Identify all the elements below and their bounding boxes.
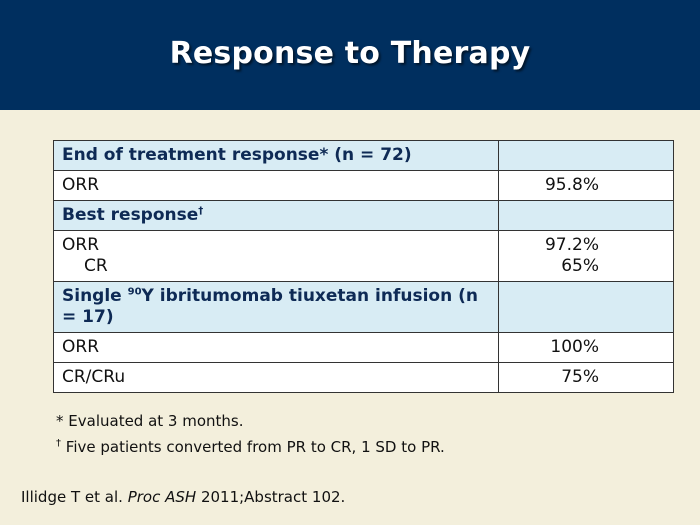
response-table: End of treatment response* (n = 72) ORR … <box>53 140 674 393</box>
row-value: 100% <box>498 332 674 363</box>
section-header-label: End of treatment response* (n = 72) <box>53 140 499 171</box>
table-row: ORR 95.8% <box>53 170 674 201</box>
section-header-value-empty <box>498 281 674 333</box>
row-value: 75% <box>498 362 674 393</box>
row-value-sub: 65% <box>561 256 599 276</box>
title-bar: Response to Therapy <box>0 0 700 110</box>
footnote-dagger: † Five patients converted from PR to CR,… <box>56 438 445 456</box>
table-row: ORR CR 97.2% 65% <box>53 230 674 282</box>
section-header-label: Best response† <box>53 200 499 231</box>
journal-name: Proc ASH <box>127 488 197 506</box>
section-header-label: Single 90Y ibritumomab tiuxetan infusion… <box>53 281 499 333</box>
section-header-value-empty <box>498 200 674 231</box>
isotope-superscript: 90 <box>127 286 142 298</box>
table-row: ORR 100% <box>53 332 674 363</box>
footnote-asterisk: * Evaluated at 3 months. <box>56 412 244 430</box>
section-header-value-empty <box>498 140 674 171</box>
footnotes: * Evaluated at 3 months. † Five patients… <box>56 411 445 463</box>
section-header-single-infusion: Single 90Y ibritumomab tiuxetan infusion… <box>53 281 674 333</box>
row-value: 97.2% 65% <box>498 230 674 282</box>
row-value: 95.8% <box>498 170 674 201</box>
page-title: Response to Therapy <box>169 36 531 71</box>
row-value-main: 97.2% <box>544 235 599 255</box>
section-header-best-response: Best response† <box>53 200 674 231</box>
row-label-main: ORR <box>62 235 100 255</box>
table-row: CR/CRu 75% <box>53 362 674 393</box>
dagger-mark: † <box>198 205 204 217</box>
citation: Illidge T et al. Proc ASH 2011;Abstract … <box>21 488 346 506</box>
row-label: ORR CR <box>53 230 499 282</box>
section-header-end-of-treatment: End of treatment response* (n = 72) <box>53 140 674 171</box>
row-label: ORR <box>53 332 499 363</box>
row-label: CR/CRu <box>53 362 499 393</box>
row-label: ORR <box>53 170 499 201</box>
row-label-sub: CR <box>84 256 108 276</box>
